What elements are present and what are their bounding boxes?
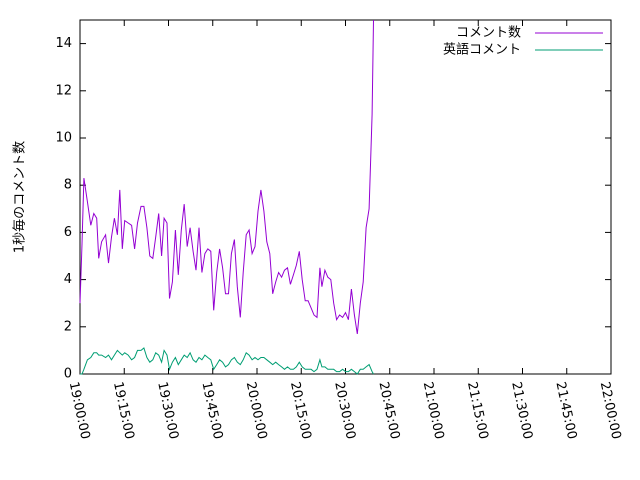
y-axis-label: 1秒毎のコメント数 (12, 141, 28, 253)
x-tick-label: 21:00:00 (420, 380, 447, 440)
y-tick-label: 8 (64, 178, 72, 193)
y-tick-label: 2 (64, 319, 72, 334)
legend-label-1: 英語コメント (443, 42, 521, 58)
legend-label-0: コメント数 (456, 26, 521, 41)
x-tick-label: 20:45:00 (375, 380, 402, 440)
series-line-0 (79, 19, 374, 334)
x-tick-label: 19:45:00 (198, 380, 225, 440)
x-tick-label: 20:30:00 (331, 380, 358, 440)
x-tick-label: 19:00:00 (66, 380, 93, 440)
y-tick-label: 10 (55, 131, 72, 146)
x-tick-label: 20:15:00 (287, 380, 314, 440)
x-tick-label: 19:15:00 (110, 380, 137, 440)
x-tick-label: 21:15:00 (464, 380, 491, 440)
y-tick-label: 12 (55, 83, 72, 98)
x-tick-label: 22:00:00 (597, 380, 624, 440)
x-tick-label: 21:45:00 (552, 380, 579, 440)
x-tick-label: 21:30:00 (508, 380, 535, 440)
y-tick-label: 6 (64, 225, 72, 240)
y-tick-label: 14 (55, 36, 72, 51)
plot-frame (79, 19, 612, 375)
x-tick-label: 20:00:00 (243, 380, 270, 440)
y-axis: 0 2 4 6 8 10 12 14 (55, 36, 611, 382)
x-axis: 19:00:00 19:15:00 19:30:00 19:45:00 20:00:00… (66, 20, 624, 441)
y-tick-label: 4 (64, 272, 72, 287)
y-tick-label: 0 (64, 367, 72, 382)
x-tick-label: 19:30:00 (154, 380, 181, 440)
series-layer (79, 19, 374, 375)
series-line-1 (80, 347, 374, 375)
